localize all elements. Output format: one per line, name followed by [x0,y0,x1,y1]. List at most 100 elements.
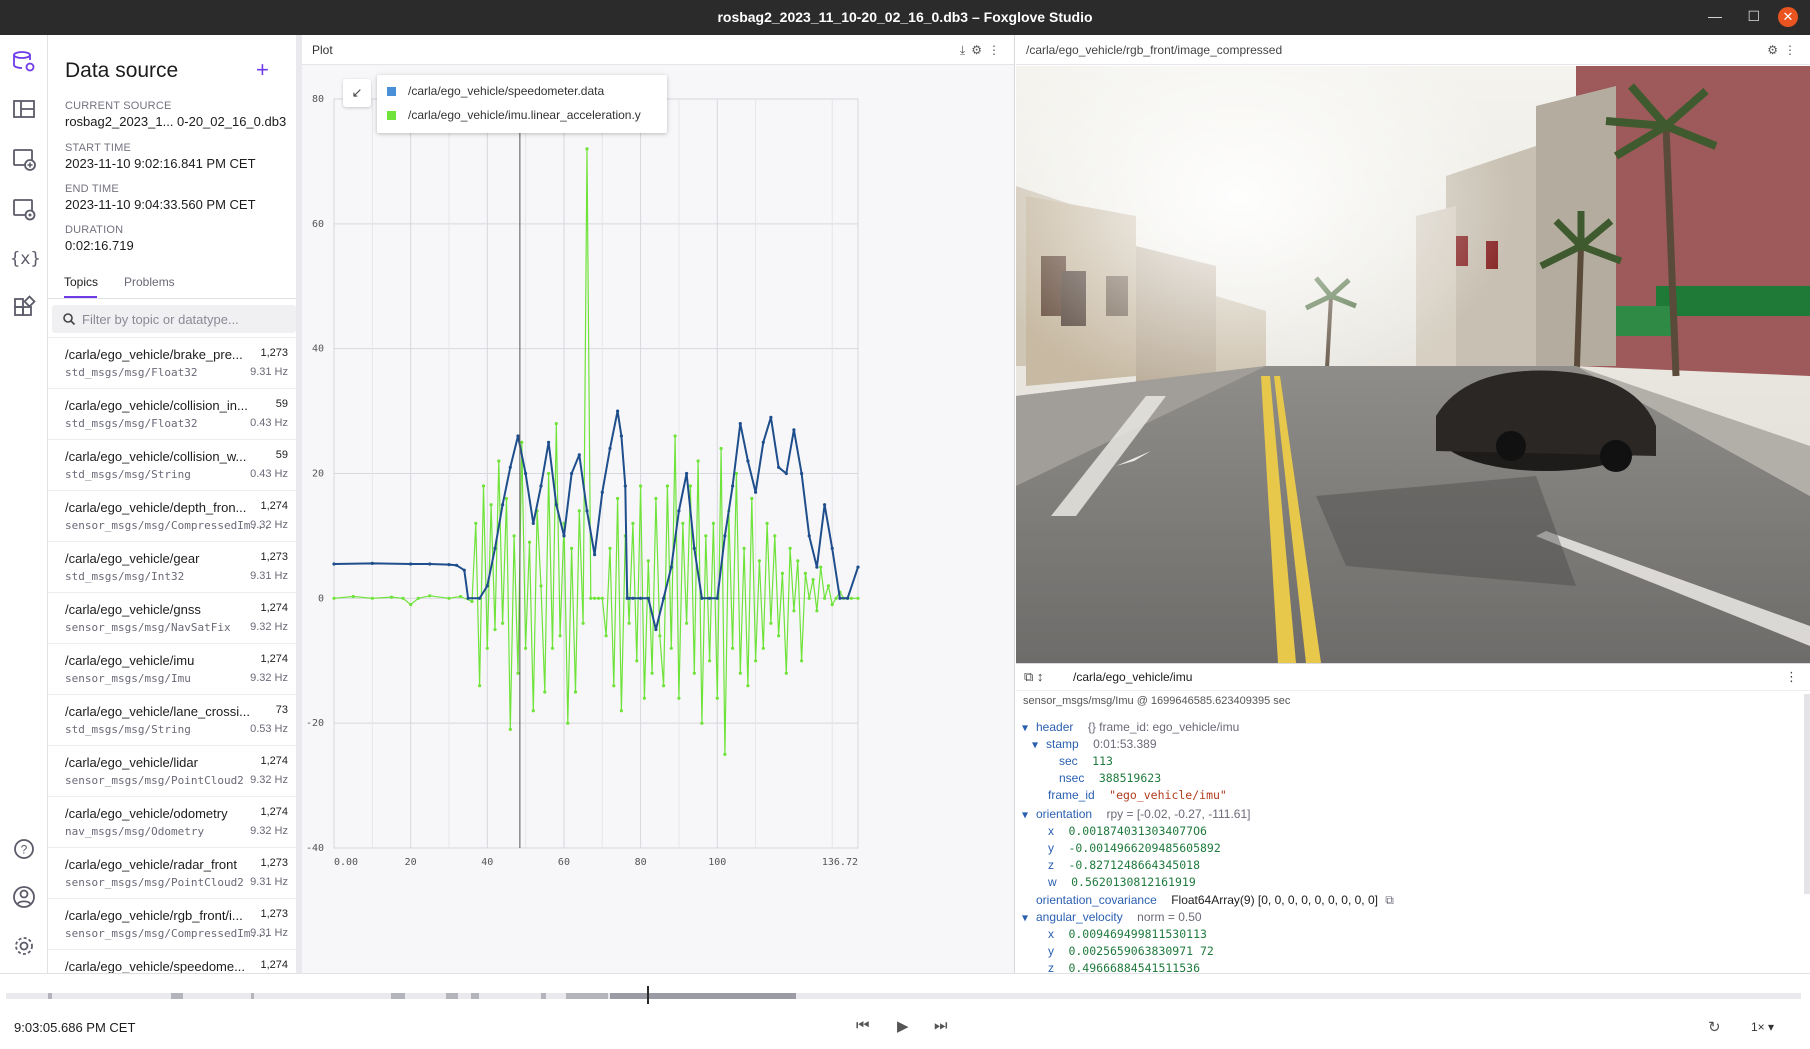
raw-topic-path[interactable]: /carla/ego_vehicle/imu [1073,670,1193,684]
playhead[interactable] [647,986,649,1004]
tab-problems[interactable]: Problems [124,275,175,289]
seek-backward-icon[interactable]: ⏮ [856,1017,870,1034]
speedometer-point [715,596,719,600]
imu-acceleration-point [665,484,669,488]
speedometer-point [616,409,620,413]
expand-collapse-icon[interactable]: ↕ [1036,669,1044,684]
speedometer-point [524,471,528,476]
collapse-legend-button[interactable]: ↙ [343,79,371,107]
imu-acceleration-point [807,596,811,600]
topic-row[interactable]: /carla/ego_vehicle/speedome... 1,274 [48,949,296,973]
tree-leaf-frame-id: frame_id "ego_vehicle/imu" [1048,788,1227,802]
playback-speed-select[interactable]: 1× ▾ [1751,1020,1775,1034]
add-source-icon[interactable]: + [256,57,269,82]
raw-panel-scrollbar[interactable] [1804,694,1810,894]
x-tick-label: 60 [558,857,570,868]
legend-item-speedometer[interactable]: /carla/ego_vehicle/speedometer.data [387,84,604,98]
data-source-icon[interactable] [10,47,38,75]
extensions-icon[interactable] [10,295,38,323]
copy-icon[interactable]: ⧉ [1385,893,1394,907]
add-panel-icon[interactable] [10,145,38,173]
topic-frequency: 9.32 Hz [250,672,288,684]
imu-acceleration-point [639,484,643,488]
timeline-loaded-range [610,993,796,999]
current-time[interactable]: 9:03:05.686 PM CET [14,1020,136,1035]
loop-icon[interactable]: ↻ [1708,1019,1721,1036]
play-icon[interactable]: ▶ [897,1018,909,1035]
topic-row[interactable]: /carla/ego_vehicle/odometry nav_msgs/msg… [48,796,296,847]
duration-label: DURATION [65,224,124,236]
imu-acceleration-point [662,684,666,688]
panel-settings-icon[interactable] [10,195,38,223]
more-menu-icon[interactable]: ⋮ [1784,43,1802,57]
topic-frequency: 9.31 Hz [250,876,288,888]
imu-acceleration-point [485,646,489,650]
maximize-icon[interactable]: ☐ [1747,8,1760,24]
topic-frequency: 9.31 Hz [250,366,288,378]
image-panel: /carla/ego_vehicle/rgb_front/image_compr… [1016,35,1810,663]
account-icon[interactable] [10,883,38,911]
topic-row[interactable]: /carla/ego_vehicle/imu sensor_msgs/msg/I… [48,643,296,694]
end-time-value: 2023-11-10 9:04:33.560 PM CET [65,197,256,212]
variables-icon[interactable]: {x} [10,249,41,269]
minimize-icon[interactable]: — [1708,8,1722,24]
tree-node-angular-velocity[interactable]: ▼ angular_velocity norm = 0.50 [1022,910,1202,924]
topic-type: sensor_msgs/msg/CompressedIm... [65,927,271,940]
legend-label: /carla/ego_vehicle/speedometer.data [408,84,605,98]
help-icon[interactable]: ? [10,835,38,863]
speedometer-point [501,503,505,507]
topic-row[interactable]: /carla/ego_vehicle/depth_fron... sensor_… [48,490,296,541]
tree-leaf-orientation-z: z -0.8271248664345018 [1048,858,1201,872]
tree-node-stamp[interactable]: ▼ stamp 0:01:53.389 [1032,737,1157,751]
topic-row[interactable]: /carla/ego_vehicle/lane_crossi... std_ms… [48,694,296,745]
imu-acceleration-point [654,496,658,501]
imu-acceleration-point [493,627,497,632]
speedometer-point [623,484,627,488]
imu-acceleration-point [754,659,758,663]
tab-topics[interactable]: Topics [64,275,99,289]
topic-row[interactable]: /carla/ego_vehicle/brake_pre... std_msgs… [48,337,296,388]
topic-name: /carla/ego_vehicle/imu [65,653,195,668]
topic-row[interactable]: /carla/ego_vehicle/collision_w... std_ms… [48,439,296,490]
speedometer-point [562,534,566,538]
raw-message-subtitle: sensor_msgs/msg/Imu @ 1699646585.6234093… [1023,695,1291,707]
speedometer-point [462,568,466,572]
topic-filter-input[interactable] [82,310,282,328]
imu-acceleration-point [612,684,616,688]
seek-forward-icon[interactable]: ⏭ [934,1017,948,1034]
active-tab-indicator [64,296,97,298]
speedometer-point [723,534,727,538]
topic-type: sensor_msgs/msg/Imu [65,672,191,685]
layouts-icon[interactable] [10,95,38,123]
x-tick-label: 20 [405,857,417,868]
topic-row[interactable]: /carla/ego_vehicle/collision_in... std_m… [48,388,296,439]
close-icon[interactable]: ✕ [1778,7,1798,27]
topic-row[interactable]: /carla/ego_vehicle/rgb_front/i... sensor… [48,898,296,949]
more-menu-icon[interactable]: ⋮ [1785,669,1798,684]
timeline-scrubber[interactable] [6,986,1801,1004]
download-icon[interactable]: ⤓ [959,43,972,57]
imu-acceleration-point [478,684,482,688]
topic-row[interactable]: /carla/ego_vehicle/lidar sensor_msgs/msg… [48,745,296,796]
topic-type: sensor_msgs/msg/PointCloud2 [65,876,244,889]
imu-acceleration-point [581,621,585,625]
plot-chart[interactable]: 0.00 20 40 60 80 100 136.72 80 60 40 20 0 -20 -40 [302,65,1015,973]
imu-acceleration-point [696,459,700,463]
topic-row[interactable]: /carla/ego_vehicle/gnss sensor_msgs/msg/… [48,592,296,643]
tree-node-header[interactable]: ▼ header {} frame_id: ego_vehicle/imu [1022,720,1240,734]
imu-acceleration-point [803,571,807,575]
tree-node-orientation[interactable]: ▼ orientation rpy = [-0.02, -0.27, -111.6… [1022,807,1251,821]
copy-icon[interactable]: ⧉ [1024,669,1034,684]
gear-icon[interactable]: ⚙ [971,43,988,57]
tree-leaf-orientation-x: x 0.0018740313034077O6 [1048,824,1207,838]
topic-name: /carla/ego_vehicle/gear [65,551,200,566]
more-menu-icon[interactable]: ⋮ [988,43,1006,57]
legend-item-imu-accel[interactable]: /carla/ego_vehicle/imu.linear_accelerati… [387,108,641,122]
camera-image[interactable] [1016,66,1810,663]
settings-icon[interactable] [10,932,38,960]
gear-icon[interactable]: ⚙ [1767,43,1784,57]
topic-row[interactable]: /carla/ego_vehicle/gear std_msgs/msg/Int… [48,541,296,592]
imu-acceleration-point [685,621,689,625]
topic-row[interactable]: /carla/ego_vehicle/radar_front sensor_ms… [48,847,296,898]
speedometer-point [685,471,689,476]
